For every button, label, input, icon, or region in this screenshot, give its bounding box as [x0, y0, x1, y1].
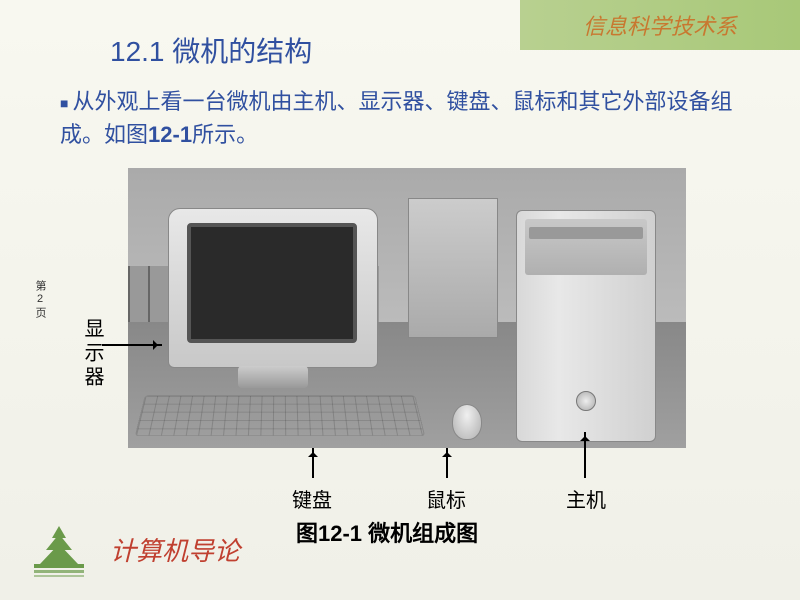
label-host: 主机 [566, 484, 606, 513]
bullet-icon: ■ [60, 95, 68, 111]
photo-keyboard [135, 395, 425, 436]
arrow-monitor [102, 344, 162, 346]
photo-monitor [168, 208, 378, 368]
figure-ref: 12-1 [148, 122, 192, 147]
label-monitor: 显示器 [78, 318, 107, 390]
figure-photo [128, 168, 686, 448]
photo-tower-bays [525, 219, 647, 275]
arrow-host [584, 432, 586, 478]
department-label: 信息科学技术系 [583, 9, 737, 41]
label-mouse: 鼠标 [426, 484, 466, 513]
photo-tower [516, 210, 656, 442]
body-text-after: 所示。 [192, 122, 258, 147]
header-band: 信息科学技术系 [520, 0, 800, 50]
footer-logo-icon [24, 526, 94, 582]
photo-screen [187, 223, 357, 343]
arrow-keyboard [312, 448, 314, 478]
photo-mouse [452, 404, 482, 440]
section-title: 12.1 微机的结构 [110, 30, 312, 70]
arrow-mouse [446, 448, 448, 478]
photo-power-button [576, 391, 596, 411]
course-name: 计算机导论 [110, 531, 240, 568]
page-number: 第2页 [32, 280, 48, 320]
figure-caption: 图12-1 微机组成图 [296, 516, 478, 548]
photo-bg-equipment [408, 198, 498, 338]
body-paragraph: ■从外观上看一台微机由主机、显示器、键盘、鼠标和其它外部设备组成。如图12-1所… [60, 85, 740, 151]
photo-cd-bay [529, 227, 643, 239]
photo-monitor-base [238, 366, 308, 388]
label-keyboard: 键盘 [292, 484, 332, 513]
